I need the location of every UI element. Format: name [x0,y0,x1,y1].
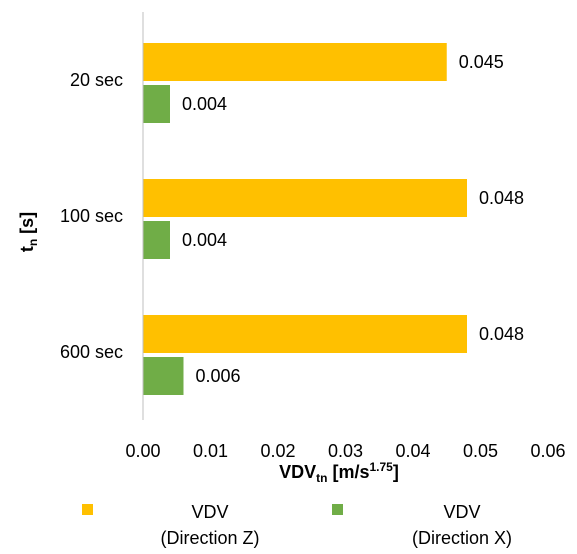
x-axis-title-sup: 1.75 [370,460,394,474]
x-tick-label: 0.03 [328,441,363,461]
x-axis-title: VDVtn [m/s1.75] [279,460,399,485]
y-axis-title-main: t [17,246,37,252]
data-label: 0.006 [196,366,241,386]
legend-entry-label: (Direction Z) [160,528,259,548]
bar [143,357,184,395]
x-axis-title-end: ] [393,462,399,482]
y-axis-category-labels: 20 sec 100 sec 600 sec [60,70,123,362]
legend: VDV (Direction Z) VDV (Direction X) [82,502,512,548]
y-axis-title: tn [s] [17,212,40,252]
x-tick-label: 0.04 [395,441,430,461]
bar [143,221,170,259]
data-label: 0.048 [479,324,524,344]
data-label: 0.045 [459,52,504,72]
bar [143,179,467,217]
data-label: 0.004 [182,94,227,114]
x-tick-label: 0.00 [125,441,160,461]
x-axis-title-main: VDV [279,462,316,482]
data-label: 0.004 [182,230,227,250]
x-tick-label: 0.02 [260,441,295,461]
x-tick-label: 0.01 [193,441,228,461]
legend-entry-label: VDV [191,502,228,522]
bars-layer [143,43,467,395]
y-category-label: 100 sec [60,206,123,226]
bar [143,43,447,81]
y-axis-title-end: [s] [17,212,37,239]
y-category-label: 20 sec [70,70,123,90]
legend-entry-label: (Direction X) [412,528,512,548]
legend-entry-label: VDV [443,502,480,522]
y-category-label: 600 sec [60,342,123,362]
y-axis-title-sub: n [26,239,40,246]
legend-swatch [332,504,343,515]
data-labels-layer: 0.045 0.004 0.048 0.004 0.048 0.006 [182,52,524,386]
data-label: 0.048 [479,188,524,208]
x-axis-title-sub: tn [316,471,327,485]
x-axis-tick-labels: 0.00 0.01 0.02 0.03 0.04 0.05 0.06 [125,441,565,461]
x-axis-title-unit: [m/s [327,462,369,482]
legend-swatch [82,504,93,515]
x-tick-label: 0.06 [530,441,565,461]
bar [143,315,467,353]
x-tick-label: 0.05 [463,441,498,461]
bar [143,85,170,123]
